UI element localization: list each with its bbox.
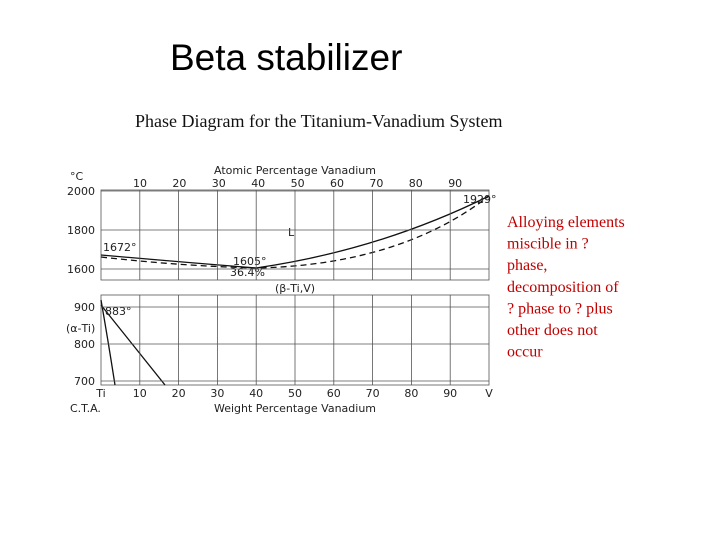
top-tick-label: 80 [409, 177, 423, 190]
top-tick-label: 50 [291, 177, 305, 190]
y-tick-label: 700 [74, 375, 95, 388]
annotation: 36.4% [230, 266, 265, 279]
annotation: (β-Ti,V) [275, 282, 315, 295]
annotation: 1605° [233, 255, 267, 268]
side-text-line: phase, [507, 257, 547, 274]
side-text-line: miscible in ? [507, 236, 589, 253]
annotation: L [288, 226, 295, 239]
side-text-line: occur [507, 344, 543, 361]
x-tick-label: 40 [249, 387, 263, 400]
bottom-axis-label: Weight Percentage Vanadium [214, 402, 376, 415]
top-tick-label: 70 [369, 177, 383, 190]
side-text-line: Alloying elements [507, 214, 625, 231]
y-unit: °C [70, 170, 84, 183]
top-axis-label: Atomic Percentage Vanadium [214, 164, 376, 177]
y-tick-label: 800 [74, 338, 95, 351]
y-tick-label: 2000 [67, 185, 95, 198]
x-tick-label: 70 [366, 387, 380, 400]
x-tick-label: 20 [172, 387, 186, 400]
liquidus [100, 195, 490, 269]
x-tick-label: Ti [95, 387, 105, 400]
y-tick-label: 1600 [67, 263, 95, 276]
y-tick-label: 1800 [67, 224, 95, 237]
annotation: 1672° [103, 241, 137, 254]
beta-boundary [100, 304, 166, 386]
alpha-boundary [100, 299, 116, 386]
y-tick-label: 900 [74, 301, 95, 314]
x-tick-label: 60 [327, 387, 341, 400]
top-tick-label: 60 [330, 177, 344, 190]
phase-diagram: °C Atomic Percentage Vanadium Weight Per… [66, 164, 497, 415]
side-text-line: decomposition of [507, 279, 619, 296]
annotation: 1929° [463, 193, 497, 206]
figure-title: Phase Diagram for the Titanium-Vanadium … [135, 111, 502, 131]
side-text-line: other does not [507, 322, 598, 339]
top-tick-label: 20 [172, 177, 186, 190]
x-tick-label: 50 [288, 387, 302, 400]
top-tick-label: 10 [133, 177, 147, 190]
x-tick-label: V [485, 387, 493, 400]
x-tick-label: 90 [443, 387, 457, 400]
side-text: Alloying elements miscible in ? phase, deco… [507, 214, 625, 361]
x-tick-label: 30 [210, 387, 224, 400]
top-tick-label: 90 [448, 177, 462, 190]
x-tick-label: 80 [404, 387, 418, 400]
top-tick-label: 30 [212, 177, 226, 190]
slide-title: Beta stabilizer [170, 37, 402, 78]
annotation: 883° [105, 305, 132, 318]
top-tick-label: 40 [251, 177, 265, 190]
side-text-line: ? phase to ? plus [507, 300, 613, 317]
source: C.T.A. [70, 402, 101, 415]
annotation: (α-Ti) [66, 322, 95, 335]
x-tick-label: 10 [133, 387, 147, 400]
solidus [100, 195, 490, 269]
